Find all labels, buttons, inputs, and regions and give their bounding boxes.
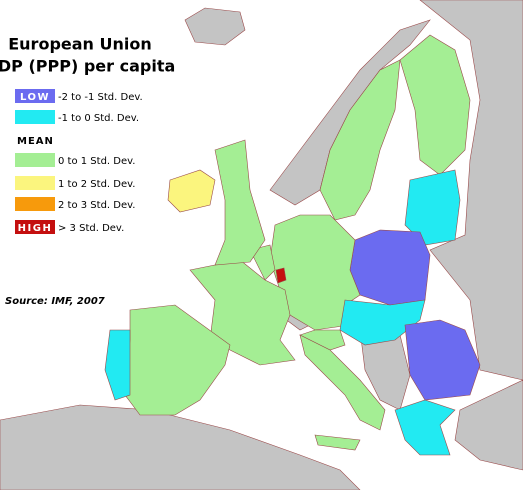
luxembourg — [275, 267, 287, 284]
russia-region — [419, 0, 523, 381]
legend-label: -1 to 0 Std. Dev. — [58, 113, 139, 124]
legend-swatch — [15, 220, 55, 234]
sicily — [314, 434, 361, 451]
turkey — [454, 379, 523, 471]
africa — [0, 404, 361, 490]
sweden — [319, 59, 401, 221]
greece — [394, 399, 456, 456]
legend-swatch — [15, 110, 55, 124]
poland — [349, 229, 431, 306]
portugal — [104, 329, 131, 401]
uk — [214, 139, 266, 266]
legend-label: > 3 Std. Dev. — [58, 223, 124, 234]
legend-label: 1 to 2 Std. Dev. — [58, 179, 135, 190]
legend-swatch — [15, 89, 55, 103]
legend-swatch — [15, 153, 55, 167]
baltics — [404, 169, 461, 246]
legend-swatch — [15, 197, 55, 211]
austria-slovenia — [299, 329, 346, 351]
legend-label: -2 to -1 Std. Dev. — [58, 92, 143, 103]
legend-label: 2 to 3 Std. Dev. — [58, 200, 135, 211]
iceland — [184, 7, 246, 46]
benelux — [249, 244, 276, 281]
finland — [399, 34, 471, 176]
italy — [299, 334, 386, 431]
legend-tag: LOW — [20, 92, 50, 103]
romania-bulgaria — [404, 319, 481, 401]
legend-swatch — [15, 176, 55, 190]
title: European Union — [8, 35, 152, 54]
title: GDP (PPP) per capita — [0, 57, 175, 76]
ireland — [167, 169, 216, 213]
legend: LOW -2 to -1 Std. Dev. -1 to 0 Std. Dev. 0 … — [15, 89, 143, 234]
source: Source: IMF, 2007 — [5, 296, 105, 307]
legend-label: 0 to 1 Std. Dev. — [58, 156, 135, 167]
legend-tag: HIGH — [18, 223, 53, 234]
mean-label: MEAN — [17, 136, 54, 147]
